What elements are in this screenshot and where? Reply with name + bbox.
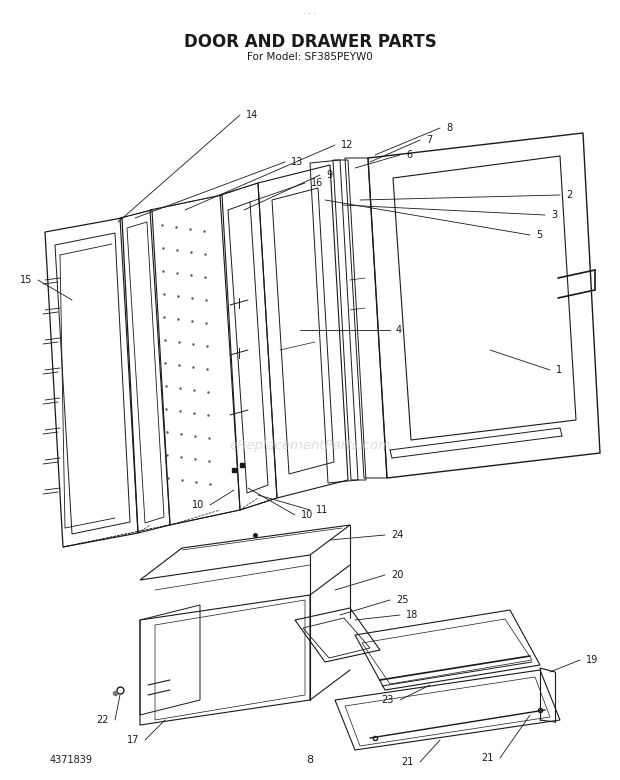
Text: 10: 10	[301, 510, 313, 520]
Text: 4371839: 4371839	[50, 755, 93, 765]
Text: 1: 1	[556, 365, 562, 375]
Text: 13: 13	[291, 157, 303, 167]
Text: eReplacementParts.com: eReplacementParts.com	[229, 438, 391, 452]
Text: 6: 6	[406, 150, 412, 160]
Text: 12: 12	[341, 140, 353, 150]
Text: 15: 15	[20, 275, 32, 285]
Text: 4: 4	[396, 325, 402, 335]
Text: 23: 23	[382, 695, 394, 705]
Text: 9: 9	[326, 170, 332, 180]
Text: 20: 20	[391, 570, 404, 580]
Text: . . .: . . .	[303, 8, 317, 16]
Text: 21: 21	[482, 753, 494, 763]
Text: 7: 7	[426, 135, 432, 145]
Text: 2: 2	[566, 190, 572, 200]
Text: 22: 22	[97, 715, 109, 725]
Text: 19: 19	[586, 655, 598, 665]
Text: 11: 11	[316, 505, 328, 515]
Text: 8: 8	[446, 123, 452, 133]
Text: 21: 21	[402, 757, 414, 767]
Text: 5: 5	[536, 230, 542, 240]
Text: 24: 24	[391, 530, 404, 540]
Text: 10: 10	[192, 500, 204, 510]
Text: 3: 3	[551, 210, 557, 220]
Text: 8: 8	[306, 755, 314, 765]
Text: 17: 17	[126, 735, 139, 745]
Text: 18: 18	[406, 610, 419, 620]
Text: 14: 14	[246, 110, 259, 120]
Text: 25: 25	[396, 595, 409, 605]
Text: 16: 16	[311, 178, 323, 188]
Text: For Model: SF385PEYW0: For Model: SF385PEYW0	[247, 52, 373, 62]
Text: DOOR AND DRAWER PARTS: DOOR AND DRAWER PARTS	[184, 33, 436, 51]
